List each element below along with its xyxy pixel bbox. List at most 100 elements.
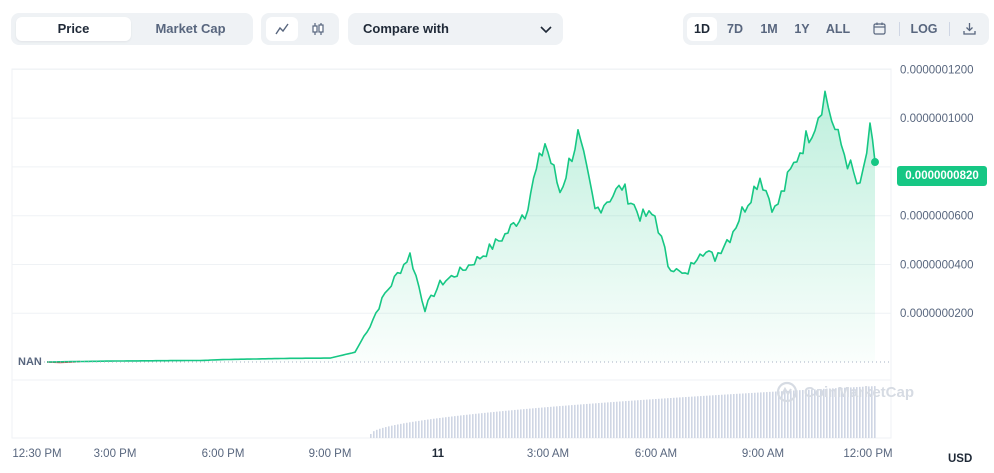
volume-bar <box>652 399 654 438</box>
volume-bar <box>766 392 768 438</box>
volume-bar <box>565 405 567 438</box>
volume-bar <box>661 398 663 438</box>
volume-bar <box>853 387 855 438</box>
x-axis: 12:30 PM 3:00 PM 6:00 PM 9:00 PM 11 3:00 AM 6:… <box>12 448 892 460</box>
volume-bar <box>640 400 642 438</box>
volume-bar <box>856 387 858 438</box>
volume-bar <box>487 412 489 438</box>
range-1m-button[interactable]: 1M <box>760 22 778 36</box>
volume-bar <box>553 406 555 438</box>
volume-bar <box>862 386 864 438</box>
volume-bar <box>568 405 570 438</box>
volume-bar <box>541 407 543 438</box>
volume-bar <box>676 397 678 438</box>
volume-bar <box>610 402 612 438</box>
range-1d-button[interactable]: 1D <box>687 17 717 41</box>
volume-bar <box>628 400 630 438</box>
volume-bar <box>547 407 549 438</box>
volume-bar <box>706 395 708 438</box>
volume-bar <box>544 407 546 438</box>
volume-bar <box>868 386 870 438</box>
volume-bar <box>454 416 456 438</box>
chart-type-toggle <box>261 13 339 45</box>
volume-bar <box>751 392 753 438</box>
compare-with-dropdown[interactable]: Compare with <box>348 13 563 45</box>
x-tick-label: 3:00 AM <box>527 448 569 460</box>
volume-bar <box>499 411 501 438</box>
volume-bar <box>712 395 714 438</box>
date-range-button[interactable] <box>865 17 893 41</box>
volume-bar <box>580 404 582 438</box>
price-line <box>47 90 876 363</box>
volume-bar <box>613 401 615 438</box>
volume-bar <box>394 425 396 438</box>
y-tick-label: 0.0000000600 <box>900 211 974 223</box>
volume-bar <box>787 390 789 438</box>
y-axis: 0.0000001200 0.0000001000 0.0000000600 0.00… <box>900 64 974 320</box>
volume-bar <box>805 389 807 438</box>
log-scale-button[interactable]: LOG <box>910 22 938 36</box>
current-price-dot <box>871 158 879 167</box>
range-7d-button[interactable]: 7D <box>727 22 743 36</box>
volume-bar <box>796 390 798 438</box>
volume-bar <box>589 403 591 438</box>
volume-bar <box>616 401 618 438</box>
range-all-button[interactable]: ALL <box>825 22 851 36</box>
volume-bar <box>550 406 552 438</box>
volume-bar <box>574 404 576 438</box>
volume-bar <box>871 386 873 438</box>
volume-bar <box>697 396 699 438</box>
volume-bar <box>820 388 822 438</box>
compare-with-label: Compare with <box>363 21 449 36</box>
volume-bar <box>622 401 624 438</box>
volume-bar <box>424 419 426 438</box>
x-tick-label: 9:00 AM <box>742 448 784 460</box>
volume-bar <box>781 391 783 438</box>
volume-bar <box>769 391 771 438</box>
volume-bar <box>514 409 516 438</box>
volume-bar <box>604 402 606 438</box>
volume-bar <box>850 387 852 438</box>
toolbar-divider <box>899 22 900 36</box>
volume-bar <box>874 386 876 438</box>
volume-bar <box>724 394 726 438</box>
volume-bar <box>694 396 696 438</box>
tab-price[interactable]: Price <box>16 17 131 41</box>
volume-bar <box>403 423 405 438</box>
download-button[interactable] <box>955 17 983 41</box>
volume-bar <box>736 393 738 438</box>
tab-market-cap[interactable]: Market Cap <box>155 21 226 36</box>
volume-bar <box>556 406 558 438</box>
x-tick-label: 9:00 PM <box>309 448 352 460</box>
volume-bar <box>445 417 447 438</box>
volume-bar <box>439 417 441 438</box>
volume-bar <box>502 411 504 438</box>
volume-bar <box>391 425 393 438</box>
candlestick-button[interactable] <box>302 17 334 41</box>
volume-bar <box>835 388 837 438</box>
volume-bar <box>583 404 585 438</box>
volume-bar <box>466 414 468 438</box>
volume-bar <box>376 429 378 438</box>
chart-toolbar: Price Market Cap Compare with 1D 7D 1M 1… <box>0 0 994 60</box>
price-area-fill <box>47 91 875 363</box>
volume-bar <box>484 412 486 438</box>
volume-bar <box>601 402 603 438</box>
range-1y-button[interactable]: 1Y <box>794 22 810 36</box>
volume-bar <box>730 394 732 438</box>
volume-bar <box>691 396 693 438</box>
volume-bar <box>757 392 759 438</box>
volume-bar <box>700 396 702 438</box>
volume-bar <box>535 408 537 438</box>
volume-bar <box>529 408 531 438</box>
volume-bar <box>517 409 519 438</box>
volume-bar <box>388 426 390 438</box>
volume-bar <box>748 393 750 438</box>
line-chart-button[interactable] <box>266 17 298 41</box>
baseline-label: NAN <box>18 356 42 368</box>
x-tick-label: 11 <box>432 448 445 460</box>
volume-bar <box>475 413 477 438</box>
volume-bars <box>370 386 876 438</box>
watermark: CoinMarketCap <box>776 381 914 403</box>
